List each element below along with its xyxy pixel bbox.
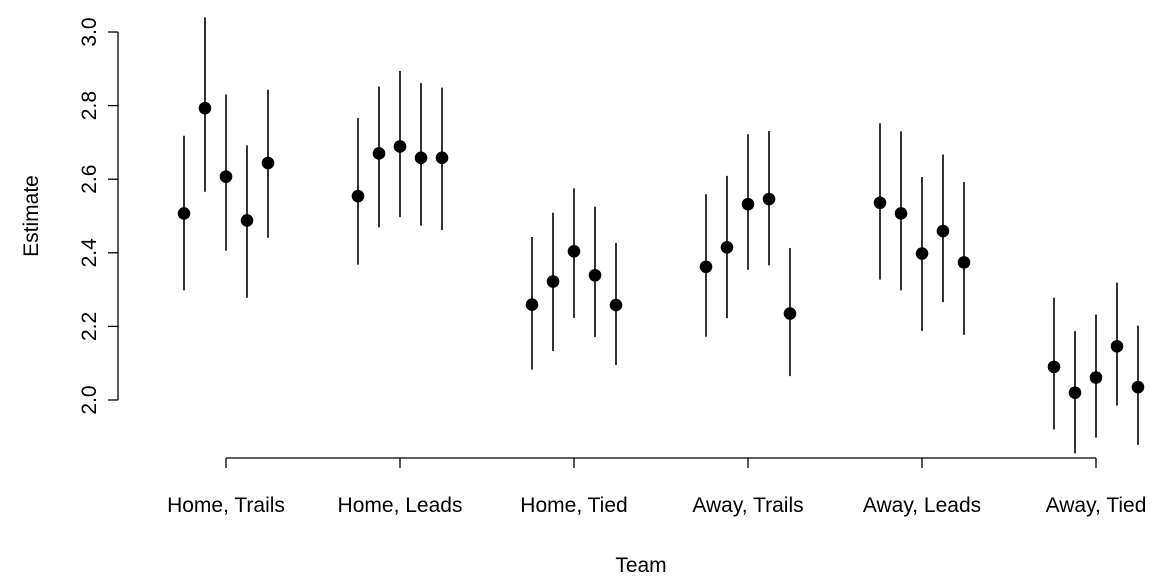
- plot-marks: [177, 17, 1145, 454]
- estimate-point: [1089, 371, 1103, 384]
- estimate-point: [567, 245, 581, 258]
- y-tick-label: 2.2: [78, 312, 101, 341]
- estimate-point: [609, 298, 623, 312]
- y-tick-label: 2.6: [78, 165, 101, 194]
- estimate-point: [1131, 380, 1145, 394]
- estimate-point: [699, 260, 713, 274]
- estimate-point: [261, 156, 275, 170]
- estimate-point: [957, 256, 971, 269]
- x-axis: Home, Trails Home, Leads Home, Tied Away, T…: [167, 457, 1147, 517]
- y-tick-label: 3.0: [78, 17, 101, 46]
- estimate-point: [351, 189, 365, 203]
- estimate-point: [783, 307, 797, 320]
- x-axis-title: Team: [615, 554, 666, 577]
- x-tick-label: Away, Tied: [1046, 494, 1147, 517]
- x-tick-label: Away, Trails: [692, 494, 803, 517]
- x-tick-label: Home, Trails: [167, 494, 285, 517]
- estimate-point: [936, 224, 950, 238]
- y-tick-label: 2.4: [78, 238, 101, 268]
- estimate-point: [393, 140, 407, 153]
- x-tick-label: Home, Leads: [338, 494, 463, 517]
- x-tick-label: Home, Tied: [520, 494, 627, 517]
- estimate-point: [435, 151, 449, 165]
- y-axis: 2.0 2.2 2.4 2.6 2.8 3.0: [78, 17, 119, 415]
- y-axis-title: Estimate: [20, 175, 43, 257]
- estimate-point: [198, 101, 212, 115]
- estimate-point: [762, 192, 776, 206]
- estimate-point: [915, 247, 929, 260]
- y-tick-label: 2.8: [78, 91, 101, 120]
- estimate-point: [1047, 360, 1061, 374]
- estimate-point: [372, 147, 386, 160]
- estimate-point: [873, 196, 887, 210]
- estimate-point: [894, 207, 908, 220]
- estimate-point: [1110, 339, 1124, 353]
- estimate-point: [1068, 386, 1082, 399]
- x-tick-label: Away, Leads: [863, 494, 981, 517]
- estimate-point: [177, 207, 191, 220]
- estimate-point: [240, 214, 254, 227]
- estimate-point: [414, 151, 428, 165]
- estimate-point: [219, 170, 233, 183]
- estimate-point: [588, 268, 602, 282]
- estimate-point: [546, 275, 560, 288]
- estimate-point: [525, 298, 539, 311]
- estimate-point: [741, 197, 755, 211]
- estimate-point: [720, 240, 734, 254]
- y-tick-label: 2.0: [78, 385, 101, 414]
